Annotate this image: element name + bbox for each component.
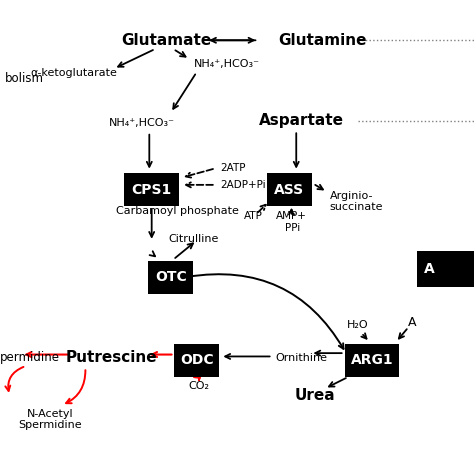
Text: ATP: ATP [244,210,263,221]
FancyArrowPatch shape [149,209,154,237]
Text: H₂O: H₂O [347,319,369,330]
Bar [345,344,399,377]
FancyArrowPatch shape [175,50,185,57]
Text: ARG1: ARG1 [351,353,393,367]
FancyArrowPatch shape [294,133,299,167]
Text: PPi: PPi [285,223,301,234]
Bar [124,173,179,206]
FancyArrowPatch shape [175,243,193,258]
FancyArrowPatch shape [118,50,153,67]
FancyArrowPatch shape [173,74,195,109]
FancyArrowPatch shape [5,367,24,391]
Text: Arginio-
succinate: Arginio- succinate [329,191,383,212]
FancyArrowPatch shape [66,370,85,403]
FancyArrowPatch shape [329,378,346,386]
FancyArrowPatch shape [197,373,201,380]
Text: α-ketoglutarate: α-ketoglutarate [30,68,117,79]
Text: Urea: Urea [295,388,336,403]
Bar [417,251,474,287]
FancyArrowPatch shape [186,169,213,178]
Text: OTC: OTC [155,270,186,284]
Text: NH₄⁺,HCO₃⁻: NH₄⁺,HCO₃⁻ [109,118,175,128]
FancyArrowPatch shape [211,38,255,43]
Text: ASS: ASS [274,182,304,197]
Text: NH₄⁺,HCO₃⁻: NH₄⁺,HCO₃⁻ [194,59,260,69]
FancyArrowPatch shape [152,352,172,357]
Text: ODC: ODC [180,353,213,367]
FancyArrowPatch shape [209,38,254,43]
Bar [148,261,193,294]
Text: Glutamine: Glutamine [278,33,366,48]
FancyArrowPatch shape [399,329,407,338]
FancyArrowPatch shape [27,352,67,357]
FancyArrowPatch shape [194,373,200,378]
Text: AMP+: AMP+ [276,210,307,221]
Bar [266,173,311,206]
FancyArrowPatch shape [258,205,266,212]
Text: A: A [408,316,417,329]
FancyArrowPatch shape [188,274,344,349]
Text: bolism: bolism [5,72,44,85]
FancyArrowPatch shape [225,354,270,359]
FancyArrowPatch shape [289,210,294,215]
FancyArrowPatch shape [147,135,152,167]
Text: permidine: permidine [0,351,60,365]
Text: CO₂: CO₂ [189,381,210,392]
Bar [174,344,219,377]
Text: Carbamoyl phosphate: Carbamoyl phosphate [116,206,239,216]
Text: 2ATP: 2ATP [220,163,246,173]
FancyArrowPatch shape [315,351,342,356]
FancyArrowPatch shape [150,251,155,256]
FancyArrowPatch shape [186,182,213,187]
FancyArrowPatch shape [361,333,366,338]
Text: N-Acetyl
Spermidine: N-Acetyl Spermidine [18,409,82,430]
FancyArrowPatch shape [315,185,323,190]
Text: Ornithine: Ornithine [275,353,327,363]
Text: 2ADP+Pi: 2ADP+Pi [220,180,266,190]
Text: A: A [424,262,434,276]
Text: Glutamate: Glutamate [121,33,211,48]
Text: CPS1: CPS1 [132,182,172,197]
Text: Citrulline: Citrulline [168,234,219,245]
Text: Putrescine: Putrescine [65,350,157,365]
Text: Aspartate: Aspartate [258,113,344,128]
